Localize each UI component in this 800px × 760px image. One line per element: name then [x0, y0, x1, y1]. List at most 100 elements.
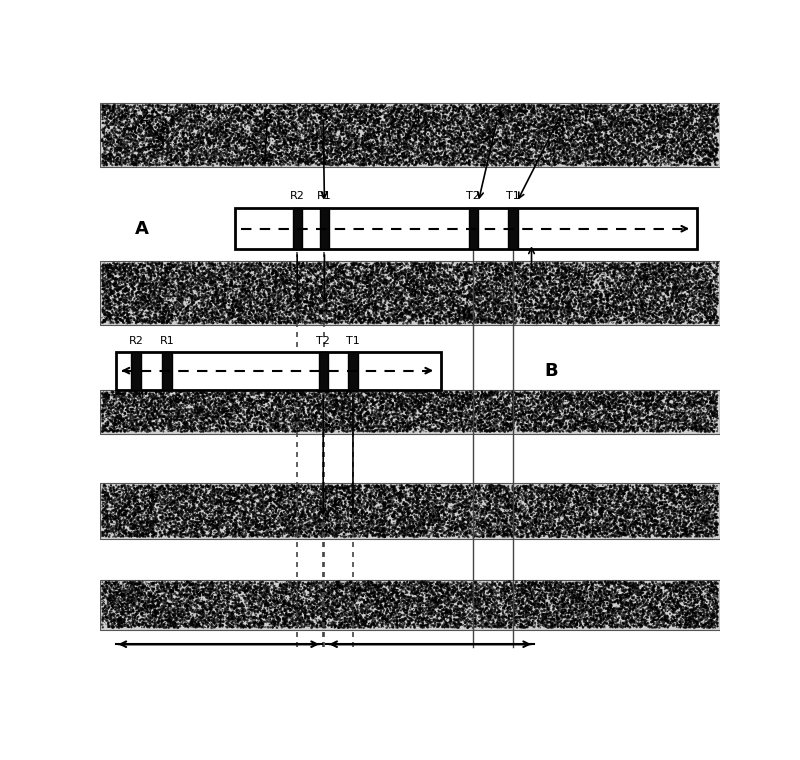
Point [224, 496, 237, 508]
Point [204, 286, 217, 298]
Point [375, 132, 388, 144]
Point [177, 128, 190, 140]
Point [529, 409, 542, 421]
Point [343, 388, 356, 401]
Point [612, 152, 625, 164]
Point [610, 138, 622, 150]
Point [284, 279, 297, 291]
Point [374, 147, 387, 159]
Point [626, 482, 639, 494]
Point [230, 301, 242, 313]
Point [323, 490, 336, 502]
Point [282, 499, 294, 511]
Point [146, 616, 159, 629]
Point [273, 390, 286, 402]
Point [159, 268, 172, 280]
Point [654, 586, 667, 598]
Point [477, 292, 490, 304]
Point [553, 613, 566, 625]
Point [421, 501, 434, 513]
Point [440, 153, 453, 165]
Point [161, 286, 174, 298]
Point [310, 616, 322, 628]
Point [511, 416, 524, 429]
Point [590, 598, 603, 610]
Point [124, 420, 137, 432]
Point [466, 104, 479, 116]
Point [685, 518, 698, 530]
Point [581, 521, 594, 534]
Point [192, 405, 205, 417]
Point [301, 617, 314, 629]
Point [601, 617, 614, 629]
Point [271, 293, 284, 306]
Point [96, 400, 109, 412]
Point [657, 131, 670, 144]
Point [430, 291, 443, 303]
Point [490, 520, 503, 532]
Point [592, 103, 605, 116]
Point [689, 518, 702, 530]
Point [646, 600, 658, 612]
Point [498, 480, 511, 492]
Point [497, 119, 510, 131]
Point [396, 311, 409, 323]
Point [502, 506, 514, 518]
Point [362, 511, 375, 523]
Point [613, 107, 626, 119]
Point [382, 291, 395, 303]
Point [493, 302, 506, 314]
Point [286, 602, 298, 614]
Point [630, 508, 643, 520]
Point [250, 407, 263, 419]
Point [182, 125, 195, 137]
Point [334, 286, 346, 298]
Point [570, 107, 582, 119]
Point [531, 296, 544, 309]
Point [452, 393, 465, 405]
Point [238, 112, 251, 124]
Point [345, 131, 358, 143]
Point [668, 401, 681, 413]
Point [145, 305, 158, 317]
Point [406, 140, 419, 152]
Point [294, 388, 307, 400]
Point [541, 149, 554, 161]
Point [706, 155, 718, 167]
Point [257, 483, 270, 496]
Point [322, 490, 335, 502]
Point [549, 159, 562, 171]
Point [118, 407, 131, 420]
Point [123, 303, 136, 315]
Point [405, 100, 418, 112]
Point [291, 290, 304, 302]
Point [438, 155, 450, 167]
Point [563, 496, 576, 508]
Point [294, 390, 306, 402]
Point [416, 295, 429, 307]
Point [476, 283, 489, 296]
Point [316, 118, 329, 130]
Point [299, 315, 312, 328]
Point [699, 517, 712, 529]
Point [262, 409, 275, 421]
Point [697, 290, 710, 302]
Point [131, 495, 144, 507]
Point [596, 586, 609, 598]
Point [448, 511, 461, 524]
Point [279, 513, 292, 525]
Point [626, 603, 638, 615]
Point [648, 307, 661, 319]
Point [678, 112, 691, 125]
Point [485, 157, 498, 169]
Point [436, 425, 449, 437]
Point [283, 603, 296, 615]
Point [417, 280, 430, 293]
Point [526, 616, 538, 629]
Point [604, 507, 617, 519]
Point [486, 279, 498, 291]
Point [247, 141, 260, 153]
Point [701, 388, 714, 400]
Point [290, 312, 302, 325]
Point [564, 100, 577, 112]
